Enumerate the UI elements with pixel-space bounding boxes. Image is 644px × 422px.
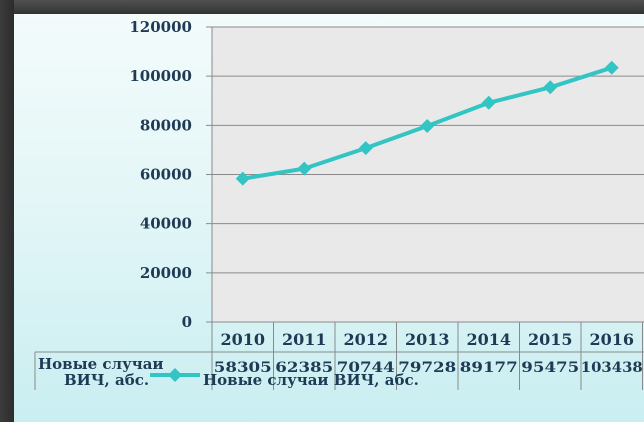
series-markers (235, 60, 619, 186)
data-table-labels: 2010 2011 2012 2013 2014 2015 2016 58305 62385 70… (38, 330, 643, 389)
window-frame-left (0, 0, 14, 422)
x-tick-label: 2014 (466, 330, 511, 349)
data-value-label: 70744 (337, 360, 395, 376)
y-tick-label: 20000 (140, 264, 192, 282)
data-value-label: 62385 (275, 360, 333, 376)
data-value-label: 58305 (214, 360, 272, 376)
data-point-marker (481, 95, 496, 110)
y-tick-label: 60000 (140, 166, 192, 184)
legend-key-marker (168, 368, 182, 382)
y-tick-label: 100000 (129, 67, 192, 85)
y-tick-label: 0 (182, 313, 192, 331)
data-value-label: 89177 (460, 360, 518, 376)
data-value-label: 103438 (581, 360, 643, 376)
data-point-marker (297, 161, 312, 176)
table-row-label: ВИЧ, абс. (64, 371, 149, 389)
data-point-marker (235, 171, 250, 186)
x-tick-label: 2011 (282, 330, 327, 349)
x-tick-label: 2010 (220, 330, 265, 349)
data-value-label: 95475 (521, 360, 579, 376)
window-frame-top (0, 0, 644, 14)
y-tick-label: 120000 (129, 18, 192, 36)
x-tick-label: 2013 (405, 330, 450, 349)
data-point-marker (420, 119, 435, 134)
data-table (34, 322, 644, 390)
data-value-label: 79728 (398, 360, 456, 376)
x-tick-label: 2012 (343, 330, 388, 349)
x-tick-label: 2016 (589, 330, 634, 349)
legend-label: Новые случаи ВИЧ, абс. (203, 371, 419, 389)
data-point-marker (543, 80, 558, 95)
data-point-marker (358, 141, 373, 156)
y-tick-label: 40000 (140, 215, 192, 233)
y-axis-tick-labels: 0 20000 40000 60000 80000 100000 120000 (129, 18, 192, 331)
y-tick-label: 80000 (140, 116, 192, 134)
x-tick-label: 2015 (528, 330, 573, 349)
data-point-marker (604, 60, 619, 75)
table-row-label: Новые случаи (38, 355, 164, 373)
